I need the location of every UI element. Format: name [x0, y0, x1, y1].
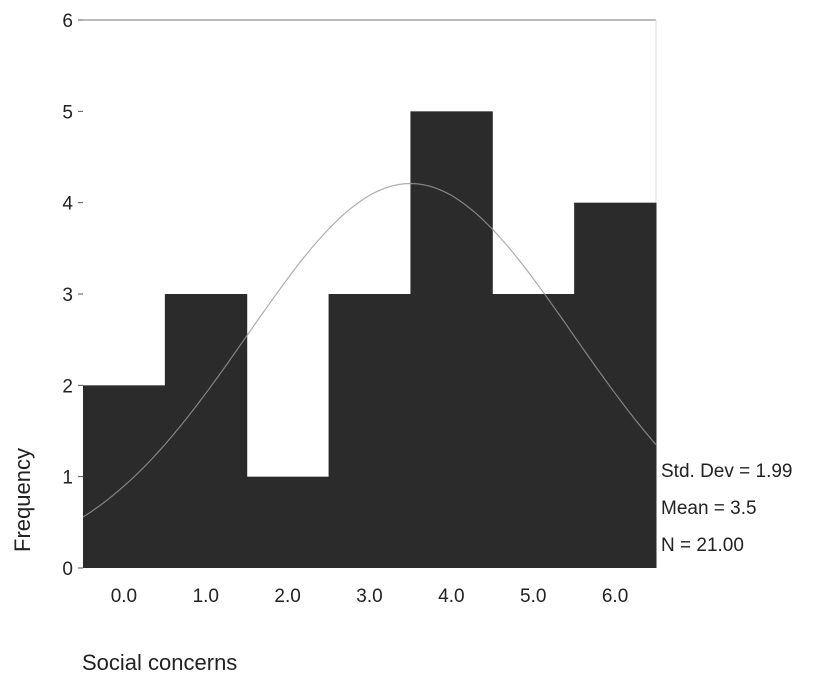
bar-3.0 — [328, 294, 411, 568]
bar-6.0 — [574, 202, 657, 568]
y-tick-label-2: 2 — [62, 376, 73, 397]
stat-mean: Mean = 3.5 — [661, 498, 757, 519]
y-tick-label-1: 1 — [62, 468, 73, 489]
x-axis: 0.0 1.0 2.0 3.0 4.0 5.0 6.0 — [111, 586, 629, 607]
y-tick-label-0: 0 — [62, 559, 73, 580]
x-tick-label-6.0: 6.0 — [602, 586, 628, 607]
stat-n: N = 21.00 — [661, 535, 744, 556]
x-tick-label-5.0: 5.0 — [520, 586, 546, 607]
y-tick-label-6: 6 — [62, 11, 73, 32]
y-axis-title: Frequency — [10, 448, 35, 552]
bar-4.0 — [410, 111, 493, 568]
bar-2.0 — [246, 476, 330, 568]
x-tick-label-1.0: 1.0 — [193, 586, 219, 607]
bar-5.0 — [492, 294, 575, 568]
normal-curve — [82, 182, 657, 518]
y-tick-label-5: 5 — [62, 102, 73, 123]
y-tick-label-4: 4 — [62, 194, 73, 215]
y-axis: 0 1 2 3 4 5 6 — [62, 11, 83, 580]
x-tick-label-2.0: 2.0 — [274, 586, 300, 607]
x-tick-label-4.0: 4.0 — [438, 586, 464, 607]
x-tick-label-0.0: 0.0 — [111, 586, 137, 607]
bar-1.0 — [164, 294, 248, 568]
stat-std-dev: Std. Dev = 1.99 — [661, 461, 793, 482]
x-tick-label-3.0: 3.0 — [356, 586, 382, 607]
x-axis-title: Social concerns — [82, 650, 237, 675]
bar-0.0 — [83, 385, 166, 568]
y-tick-label-3: 3 — [62, 285, 73, 306]
bars-group — [83, 111, 657, 568]
